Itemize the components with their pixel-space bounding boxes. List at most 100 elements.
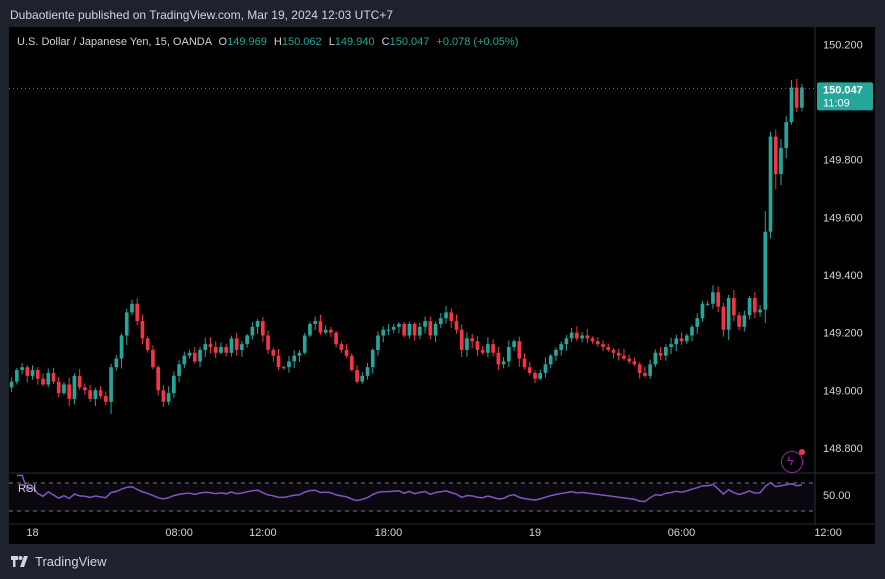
candle-body (72, 375, 77, 399)
candle-body (658, 352, 663, 356)
lightning-icon[interactable]: ϟ (781, 449, 805, 473)
y-tick-label: 149.600 (823, 212, 863, 224)
candle-body (758, 309, 762, 313)
candle-body (344, 349, 349, 356)
candle-body (302, 335, 307, 353)
candle-body (240, 344, 244, 350)
candle-body (103, 396, 108, 402)
candle-body (522, 358, 527, 368)
candle-body (444, 312, 448, 319)
candle-body (496, 352, 501, 365)
candle-body (93, 390, 98, 399)
candle-body (590, 338, 595, 342)
candle-body (664, 347, 668, 356)
candle-body (161, 390, 166, 402)
x-tick-label: 18 (26, 527, 38, 539)
candle-body (737, 315, 741, 327)
candle-body (763, 231, 768, 310)
candle-body (224, 347, 229, 353)
candle-body (323, 329, 328, 333)
candle-body (30, 370, 35, 376)
candle-body (166, 393, 171, 402)
candle-body (9, 381, 14, 388)
candle-body (595, 341, 600, 345)
candle-body (569, 332, 574, 339)
candle-body (370, 349, 375, 368)
candle-body (705, 303, 710, 305)
candle-body (700, 303, 705, 319)
candle-body (318, 321, 323, 333)
candle-body (313, 321, 318, 324)
candle-body (438, 318, 443, 324)
candle-body (287, 361, 291, 368)
last-price-tag (817, 82, 873, 111)
candle-body (742, 315, 747, 327)
y-tick-label: 149.400 (823, 270, 863, 282)
x-tick-label: 12:00 (249, 527, 277, 539)
candle-body (418, 326, 422, 336)
candle-body (192, 352, 197, 362)
brand-label: TradingView (35, 554, 107, 569)
candle-body (62, 384, 66, 394)
candle-body (386, 329, 391, 331)
candle-body (130, 303, 134, 313)
y-tick-label: 149.800 (823, 155, 863, 167)
candle-body (527, 367, 532, 373)
candle-body (616, 352, 621, 356)
candle-body (349, 355, 354, 371)
candle-body (119, 335, 124, 359)
candle-body (402, 323, 406, 336)
candle-body (266, 335, 270, 350)
candle-body (475, 341, 480, 350)
candle-body (83, 387, 87, 391)
open-value: 149.969 (227, 36, 267, 48)
candle-body (276, 355, 281, 368)
rsi-level-label: 50.00 (823, 490, 851, 502)
open-label: O (218, 36, 228, 48)
candle-body (459, 329, 464, 350)
candle-body (622, 355, 626, 359)
tradingview-logo-icon (11, 555, 28, 567)
candle-body (25, 367, 30, 376)
candle-body (156, 367, 160, 391)
candle-body (360, 375, 365, 382)
candle-body (250, 326, 255, 336)
candle-body (234, 338, 239, 350)
candle-body (219, 347, 223, 353)
candle-body (151, 349, 155, 368)
candle-body (606, 347, 611, 350)
candle-body (711, 292, 715, 304)
candle-body (177, 364, 181, 376)
candle-body (491, 344, 495, 353)
x-tick-label: 19 (529, 527, 541, 539)
candle-body (575, 332, 579, 339)
candle-body (470, 338, 475, 342)
candle-body (643, 372, 647, 376)
candle-body (98, 390, 103, 397)
candle-body (182, 355, 187, 365)
candle-body (732, 298, 736, 316)
candle-body (752, 298, 757, 313)
publish-header: Dubaotiente published on TradingView.com… (10, 8, 394, 22)
candle-body (449, 312, 454, 322)
candle-body (601, 344, 605, 348)
candle-body (554, 349, 558, 356)
candle-body (77, 375, 82, 388)
candle-body (517, 341, 522, 359)
close-label: C (381, 36, 390, 48)
y-tick-label: 149.200 (823, 328, 863, 340)
candle-body (768, 136, 773, 232)
candle-body (564, 338, 569, 345)
candle-body (35, 370, 40, 379)
candle-body (465, 338, 469, 350)
last-price-value: 150.047 (823, 84, 863, 96)
candle-body (135, 303, 140, 322)
footer-brand[interactable]: TradingView (10, 554, 107, 569)
change-value: +0.078 (+0.05%) (436, 36, 519, 48)
candle-body (56, 381, 61, 394)
chart-frame[interactable]: 150.047 11:09 150.200 149.800 149.600 149.400… (9, 27, 875, 544)
price-chart[interactable]: 150.04711:09150.200149.800149.600149.400… (9, 27, 875, 544)
candle-body (428, 321, 433, 336)
candle-body (653, 352, 658, 365)
candle-body (695, 318, 700, 327)
